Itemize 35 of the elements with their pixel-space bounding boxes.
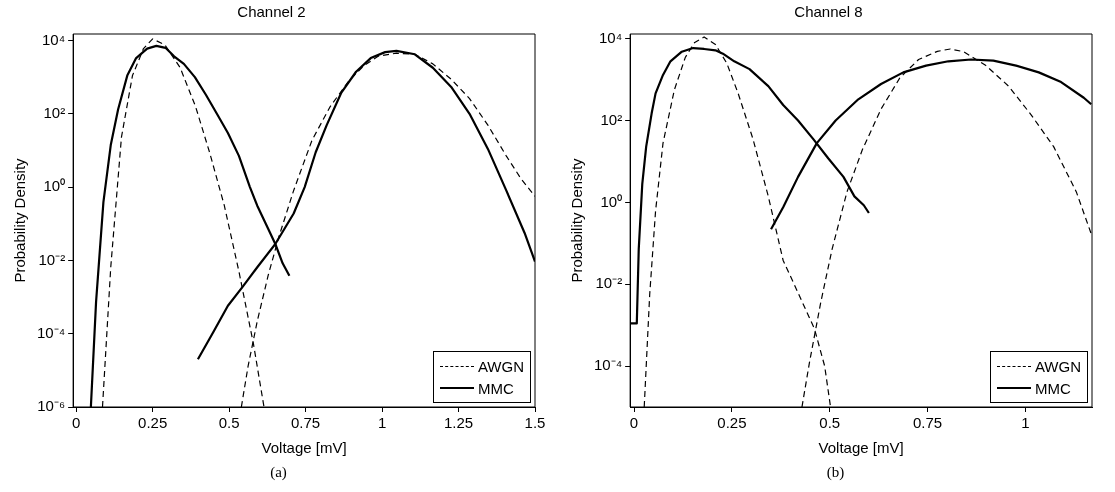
y-tick-label: 10⁴ [598, 28, 623, 46]
y-axis-title: Probability Density [568, 157, 586, 283]
chart-title: Channel 8 [794, 3, 863, 21]
x-tick-label: 1.5 [524, 414, 546, 432]
y-tick-label: 10⁻⁶ [37, 397, 66, 415]
x-axis-title: Voltage [mV] [818, 439, 904, 457]
text: (b) [826, 464, 845, 481]
y-tick-label: 10² [43, 103, 66, 121]
legend-label: AWGN [477, 357, 524, 375]
legend-label: AWGN [1034, 357, 1081, 375]
y-tick-label: 10⁻² [38, 250, 66, 268]
x-tick-label: 1.25 [443, 414, 474, 432]
y-tick-label: 10⁴ [41, 30, 66, 48]
x-tick-label: 0.25 [717, 414, 747, 432]
y-tick-label: 10⁰ [43, 177, 66, 195]
x-tick-label: 0.5 [819, 414, 841, 432]
y-tick-label: 10⁻⁴ [36, 323, 66, 341]
legend-label: MMC [1034, 379, 1071, 397]
chart-title: Channel 2 [237, 3, 306, 21]
x-tick-label: 1 [377, 414, 387, 432]
y-tick-label: 10⁻² [595, 274, 623, 292]
y-axis-title: Probability Density [11, 157, 29, 283]
y-tick-label: 10⁻⁴ [593, 356, 623, 374]
x-tick-label: 0.5 [218, 414, 240, 432]
x-axis-title: Voltage [mV] [261, 439, 347, 457]
x-tick-label: 0.25 [138, 414, 168, 432]
x-tick-label: 0.75 [290, 414, 321, 432]
text: (a) [270, 464, 287, 481]
x-tick-label: 0 [629, 414, 639, 432]
legend-label: MMC [477, 379, 514, 397]
x-tick-label: 1 [1021, 414, 1030, 432]
x-tick-label: 0 [72, 414, 81, 432]
y-tick-label: 10² [600, 110, 623, 128]
y-tick-label: 10⁰ [600, 192, 623, 210]
x-tick-label: 0.75 [913, 414, 943, 432]
